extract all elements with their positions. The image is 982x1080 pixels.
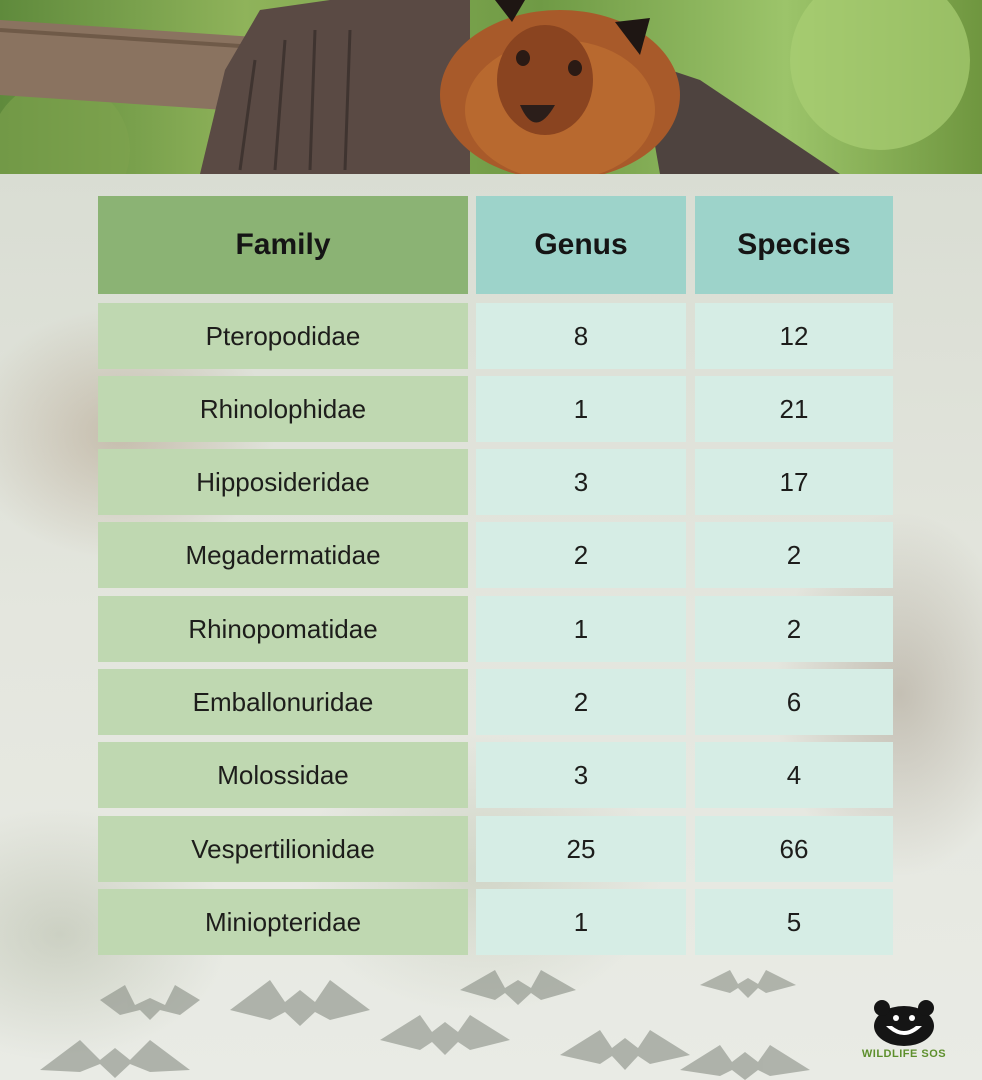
species-cell: 2	[695, 596, 893, 662]
bat-silhouettes-decoration	[40, 970, 810, 1080]
species-cell: 4	[695, 742, 893, 808]
family-cell: Miniopteridae	[98, 889, 468, 955]
family-cell: Rhinopomatidae	[98, 596, 468, 662]
table-row: Hipposideridae 3 17	[98, 449, 893, 515]
wildlife-sos-logo: WILDLIFE SOS	[852, 996, 956, 1066]
family-cell: Megadermatidae	[98, 522, 468, 588]
family-cell: Vespertilionidae	[98, 816, 468, 882]
genus-cell: 2	[476, 522, 686, 588]
genus-cell: 3	[476, 742, 686, 808]
header-bat-photo	[0, 0, 982, 174]
species-cell: 17	[695, 449, 893, 515]
table-row: Megadermatidae 2 2	[98, 522, 893, 588]
family-cell: Hipposideridae	[98, 449, 468, 515]
species-cell: 5	[695, 889, 893, 955]
table-row: Molossidae 3 4	[98, 742, 893, 808]
genus-cell: 1	[476, 889, 686, 955]
family-cell: Molossidae	[98, 742, 468, 808]
species-cell: 21	[695, 376, 893, 442]
species-cell: 66	[695, 816, 893, 882]
family-cell: Emballonuridae	[98, 669, 468, 735]
genus-cell: 8	[476, 303, 686, 369]
table-row: Miniopteridae 1 5	[98, 889, 893, 955]
genus-cell: 2	[476, 669, 686, 735]
header-species: Species	[695, 196, 893, 294]
table-row: Rhinolophidae 1 21	[98, 376, 893, 442]
species-cell: 2	[695, 522, 893, 588]
logo-text: WILDLIFE SOS	[861, 1048, 947, 1060]
family-cell: Rhinolophidae	[98, 376, 468, 442]
genus-cell: 1	[476, 596, 686, 662]
table-header-row: Family Genus Species	[98, 196, 893, 294]
table-row: Pteropodidae 8 12	[98, 303, 893, 369]
family-cell: Pteropodidae	[98, 303, 468, 369]
header-family: Family	[98, 196, 468, 294]
species-cell: 6	[695, 669, 893, 735]
sloth-bear-icon	[874, 1000, 934, 1046]
genus-cell: 1	[476, 376, 686, 442]
species-cell: 12	[695, 303, 893, 369]
genus-cell: 3	[476, 449, 686, 515]
table-row: Emballonuridae 2 6	[98, 669, 893, 735]
table-row: Rhinopomatidae 1 2	[98, 596, 893, 662]
table-row: Vespertilionidae 25 66	[98, 816, 893, 882]
header-genus: Genus	[476, 196, 686, 294]
genus-cell: 25	[476, 816, 686, 882]
